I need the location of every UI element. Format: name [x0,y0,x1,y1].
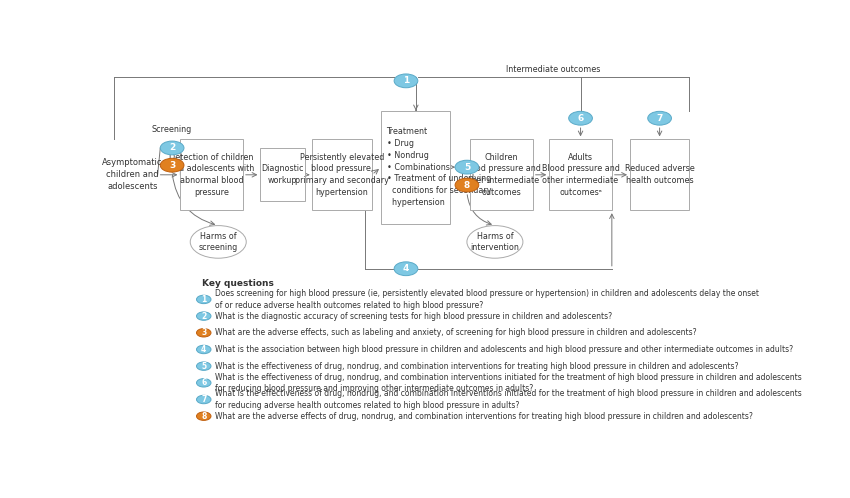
Text: 2: 2 [169,143,175,152]
Text: 6: 6 [201,378,207,387]
Circle shape [196,362,211,371]
Circle shape [394,262,418,276]
Circle shape [196,329,211,337]
Text: 4: 4 [201,345,207,354]
Text: 3: 3 [169,161,175,170]
Text: 1: 1 [201,295,207,304]
Text: Persistently elevated
blood pressure,
primary and secondary
hypertension: Persistently elevated blood pressure, pr… [295,152,389,197]
Text: 2: 2 [201,312,207,321]
Text: 8: 8 [201,412,207,421]
Text: What is the effectiveness of drug, nondrug, and combination interventions initia: What is the effectiveness of drug, nondr… [215,389,802,410]
Circle shape [394,74,418,88]
Text: Harms of
intervention: Harms of intervention [470,232,519,252]
Circle shape [569,112,592,125]
Text: 6: 6 [577,114,584,123]
Text: Reduced adverse
health outcomes: Reduced adverse health outcomes [625,164,694,185]
Ellipse shape [190,226,246,258]
Text: Harms of
screening: Harms of screening [199,232,238,252]
Text: 8: 8 [464,181,470,190]
Circle shape [455,160,479,174]
FancyBboxPatch shape [549,139,612,210]
Text: 1: 1 [403,76,409,85]
FancyBboxPatch shape [180,139,243,210]
Text: 4: 4 [403,264,409,273]
FancyBboxPatch shape [470,139,533,210]
Text: Adults
Blood pressure and
other intermediate
outcomesᵃ: Adults Blood pressure and other intermed… [541,152,620,197]
Circle shape [196,345,211,354]
FancyBboxPatch shape [313,139,371,210]
Text: Key questions: Key questions [201,279,274,288]
Text: What is the effectiveness of drug, nondrug, and combination interventions for tr: What is the effectiveness of drug, nondr… [215,362,739,371]
Text: Screening: Screening [152,125,192,134]
Text: What is the association between high blood pressure in children and adolescents : What is the association between high blo… [215,345,793,354]
Text: What is the effectiveness of drug, nondrug, and combination interventions initia: What is the effectiveness of drug, nondr… [215,373,802,393]
Text: 7: 7 [201,395,207,404]
Text: Does screening for high blood pressure (ie, persistently elevated blood pressure: Does screening for high blood pressure (… [215,289,759,310]
Circle shape [161,158,184,172]
Text: Intermediate outcomes: Intermediate outcomes [507,65,601,74]
Text: What are the adverse effects, such as labeling and anxiety, of screening for hig: What are the adverse effects, such as la… [215,328,696,337]
Text: 5: 5 [464,163,470,172]
Text: Treatment
• Drug
• Nondrug
• Combinations
• Treatment of underlying
  conditions: Treatment • Drug • Nondrug • Combination… [387,127,491,207]
Circle shape [196,378,211,387]
Text: Detection of children
and adolescents with
abnormal blood
pressure: Detection of children and adolescents wi… [169,152,254,197]
Text: What are the adverse effects of drug, nondrug, and combination interventions for: What are the adverse effects of drug, no… [215,412,753,421]
FancyBboxPatch shape [630,139,689,210]
Text: 5: 5 [201,362,207,371]
FancyBboxPatch shape [382,111,451,224]
Circle shape [648,112,672,125]
Circle shape [196,312,211,320]
Text: Asymptomatic
children and
adolescents: Asymptomatic children and adolescents [102,158,163,191]
Circle shape [161,141,184,155]
Text: Diagnostic
workup: Diagnostic workup [262,164,304,185]
Circle shape [455,178,479,192]
Circle shape [196,412,211,420]
Text: 7: 7 [656,114,663,123]
Ellipse shape [467,226,523,258]
Circle shape [196,295,211,304]
Text: Children
Blood pressure and
other intermediate
outcomes: Children Blood pressure and other interm… [462,152,541,197]
Text: What is the diagnostic accuracy of screening tests for high blood pressure in ch: What is the diagnostic accuracy of scree… [215,312,612,321]
FancyBboxPatch shape [260,148,305,201]
Circle shape [196,395,211,404]
Text: 3: 3 [201,328,207,337]
